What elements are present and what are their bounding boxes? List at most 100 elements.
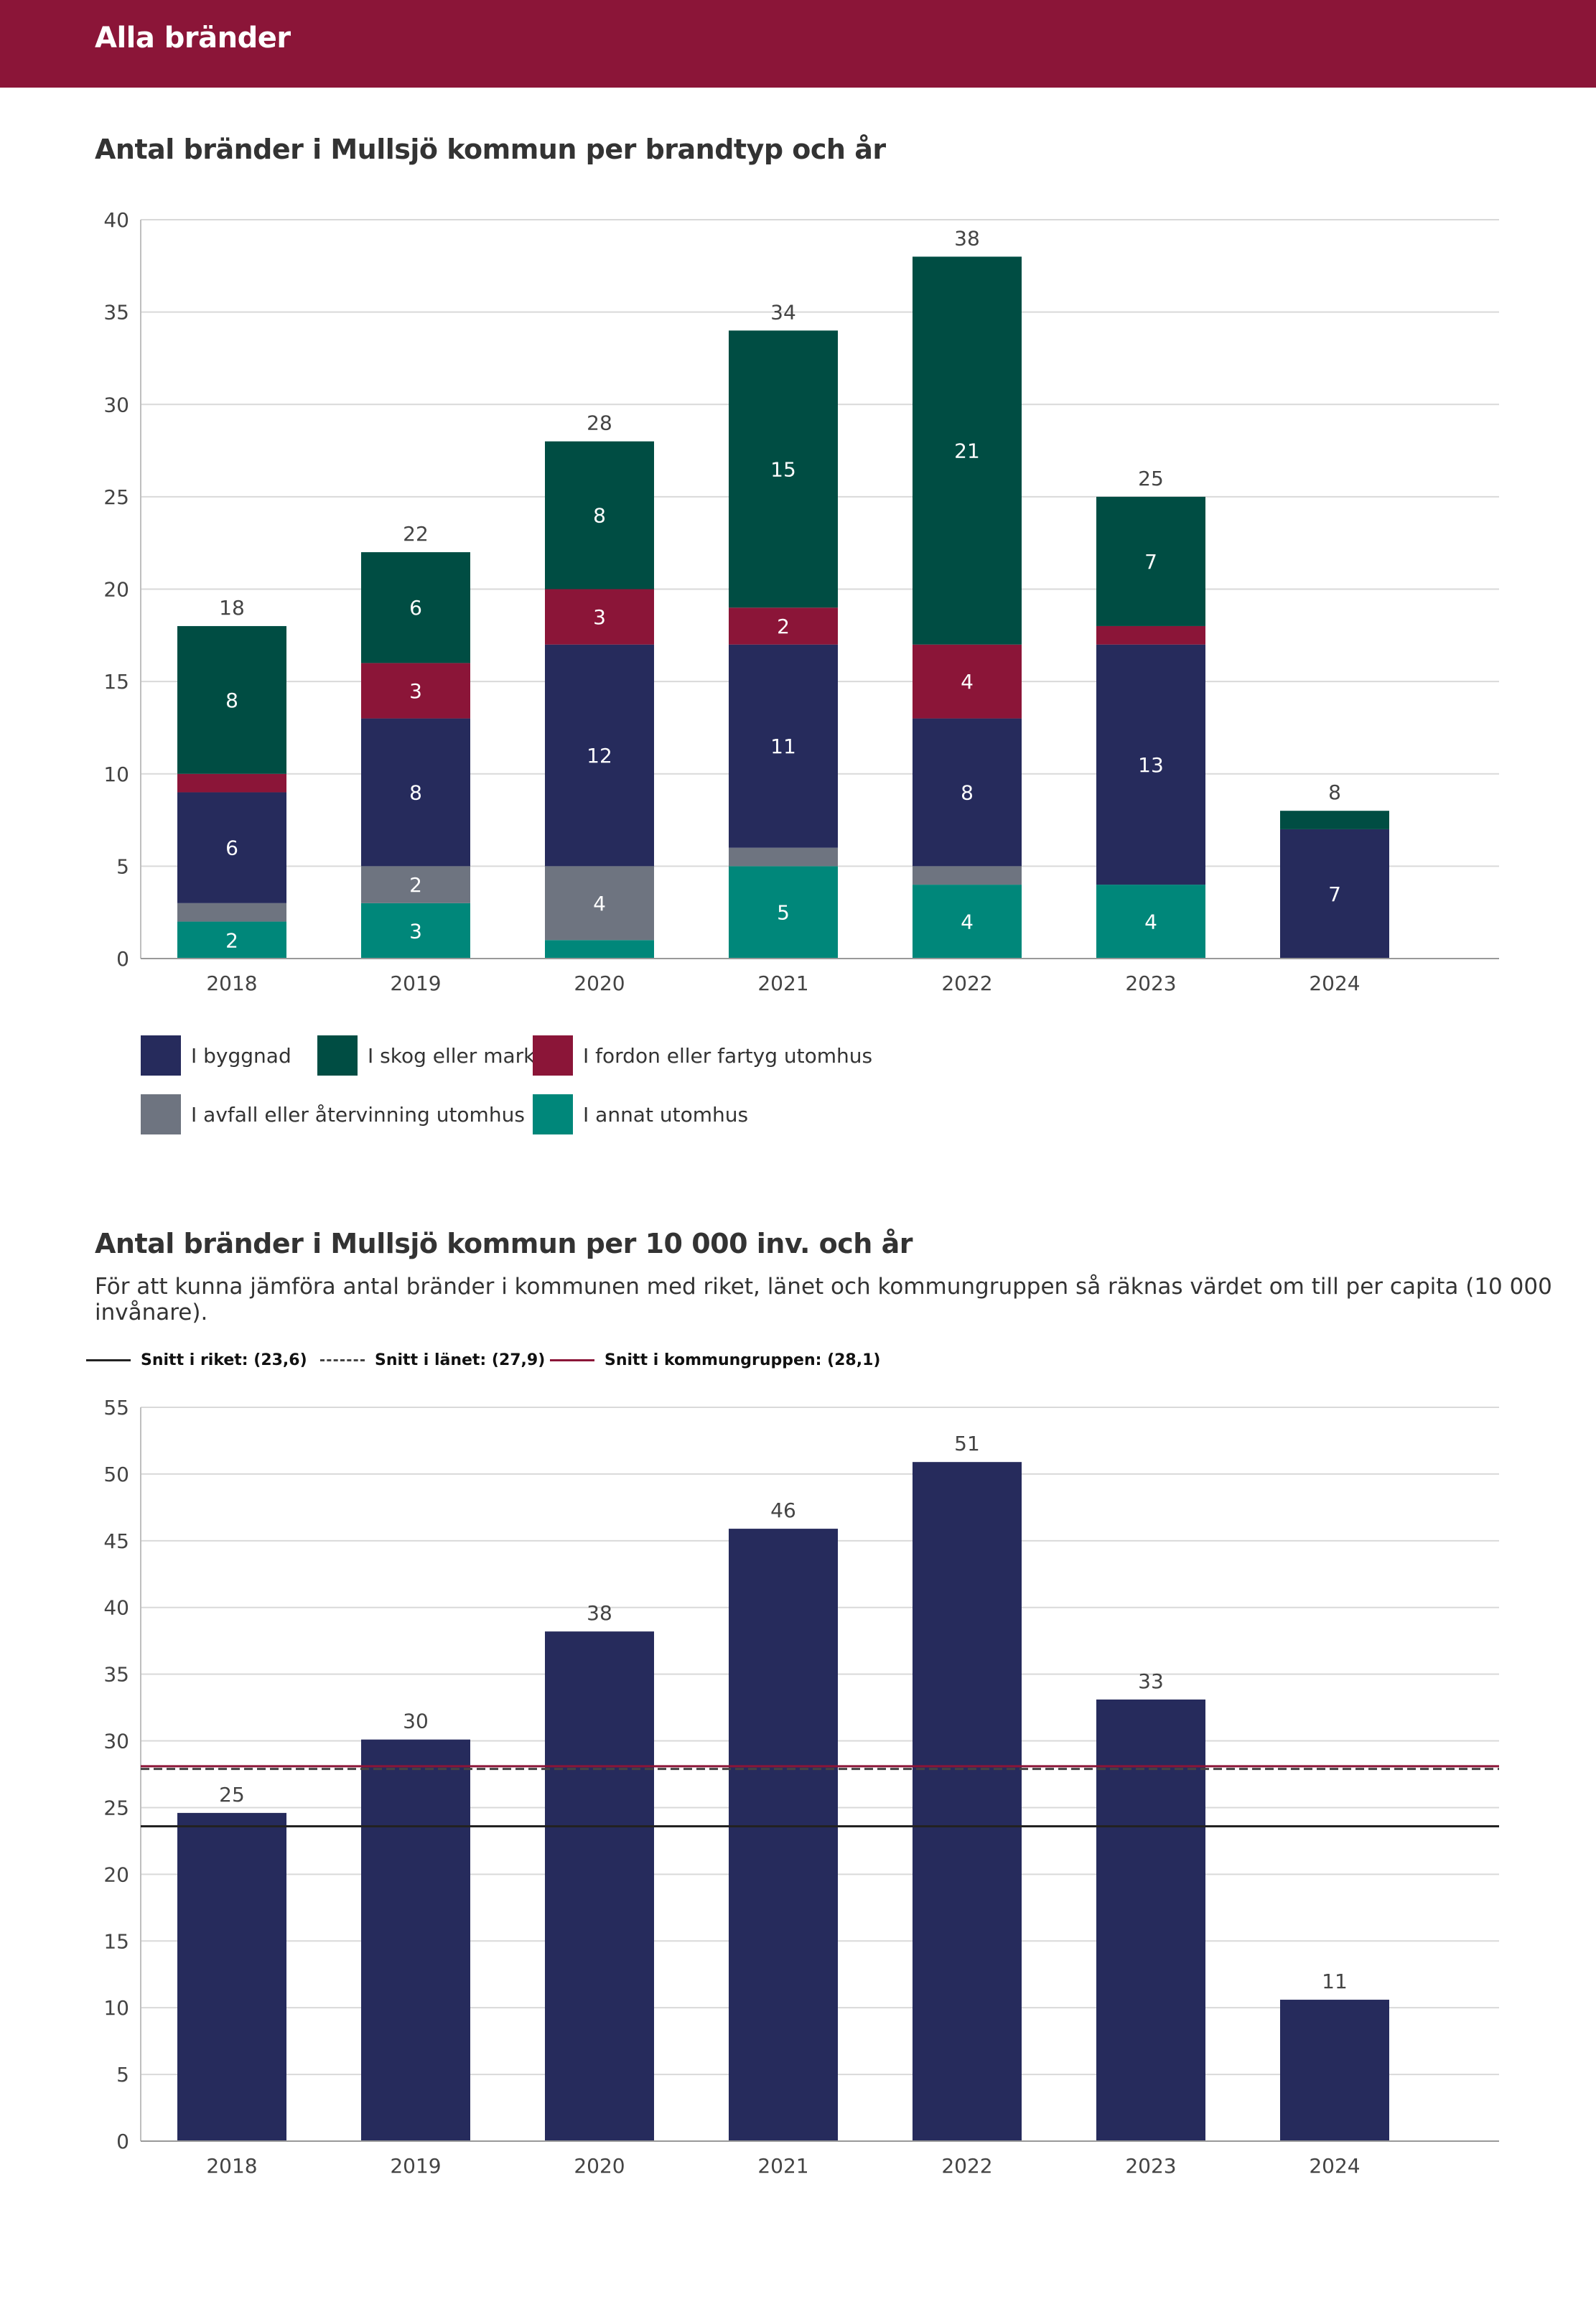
segment-label: 7 xyxy=(1328,882,1341,906)
bar xyxy=(177,1812,286,2141)
legend-item: I avfall eller återvinning utomhus xyxy=(141,1094,525,1134)
bar xyxy=(1096,1699,1205,2141)
x-tick-label: 2024 xyxy=(1309,2154,1360,2178)
x-tick-label: 2023 xyxy=(1125,971,1176,995)
y-tick-label: 5 xyxy=(116,854,129,878)
chart1-title: Antal bränder i Mullsjö kommun per brand… xyxy=(95,134,886,165)
bar-segment xyxy=(177,921,286,959)
reference-legend-item: Snitt i riket: (23,6) xyxy=(86,1351,307,1369)
chart2-title: Antal bränder i Mullsjö kommun per 10 00… xyxy=(95,1228,913,1259)
bar-segment xyxy=(913,885,1022,959)
segment-label: 8 xyxy=(409,780,422,804)
total-label: 38 xyxy=(954,226,980,250)
total-label: 8 xyxy=(1328,780,1341,804)
x-tick-label: 2022 xyxy=(941,2154,992,2178)
value-label: 25 xyxy=(219,1783,245,1807)
reference-legend-line xyxy=(550,1359,594,1361)
chart1-legend: I byggnad I skog eller mark I fordon eller… xyxy=(141,1035,1146,1136)
segment-label: 21 xyxy=(954,439,980,463)
y-tick-label: 30 xyxy=(103,393,129,416)
x-tick-label: 2019 xyxy=(390,2154,441,2178)
segment-label: 13 xyxy=(1138,753,1164,777)
x-tick-label: 2020 xyxy=(574,971,625,995)
bar-segment xyxy=(729,607,838,645)
y-tick-label: 25 xyxy=(103,485,129,509)
x-tick-label: 2018 xyxy=(206,971,257,995)
y-tick-label: 40 xyxy=(103,1596,129,1620)
y-tick-label: 10 xyxy=(103,1996,129,2020)
bar-segment xyxy=(913,866,1022,885)
x-tick-label: 2022 xyxy=(941,971,992,995)
value-label: 46 xyxy=(770,1499,796,1522)
total-label: 28 xyxy=(587,411,612,435)
legend-item: I skog eller mark xyxy=(317,1035,535,1076)
x-tick-label: 2021 xyxy=(757,2154,808,2178)
legend-label: I byggnad xyxy=(191,1043,291,1068)
segment-label: 2 xyxy=(409,873,422,897)
stacked-bar-chart: 0510152025303540268182018328362220194123… xyxy=(103,208,1499,995)
segment-label: 8 xyxy=(225,689,238,712)
x-tick-label: 2021 xyxy=(757,971,808,995)
legend-swatch xyxy=(533,1094,573,1134)
value-label: 30 xyxy=(403,1710,429,1733)
reference-legend-label: Snitt i kommungruppen: (28,1) xyxy=(605,1351,881,1369)
reference-legend-label: Snitt i länet: (27,9) xyxy=(375,1351,546,1369)
x-tick-label: 2019 xyxy=(390,971,441,995)
value-label: 51 xyxy=(954,1432,980,1455)
bar-segment xyxy=(913,644,1022,719)
y-tick-label: 35 xyxy=(103,1663,129,1687)
y-tick-label: 40 xyxy=(103,208,129,232)
total-label: 18 xyxy=(219,596,245,620)
value-label: 11 xyxy=(1322,1970,1348,1993)
x-tick-label: 2024 xyxy=(1309,971,1360,995)
page-title: Alla bränder xyxy=(95,22,291,55)
y-tick-label: 50 xyxy=(103,1463,129,1486)
per-capita-bar-chart: 0 5 10 15 20 25 30 35 40 45 50 55 25 2018 30 2019 38 2020… xyxy=(103,1396,1499,2178)
legend-item: I byggnad xyxy=(141,1035,291,1076)
segment-label: 4 xyxy=(593,892,606,915)
segment-label: 12 xyxy=(587,744,612,768)
x-tick-label: 2020 xyxy=(574,2154,625,2178)
legend-label: I avfall eller återvinning utomhus xyxy=(191,1102,525,1127)
y-tick-label: 0 xyxy=(116,2130,129,2153)
bar-segment xyxy=(545,589,654,645)
bar-segment xyxy=(1096,644,1205,885)
bar-segment xyxy=(729,644,838,848)
bar-segment xyxy=(729,847,838,867)
bar xyxy=(545,1631,654,2141)
segment-label: 2 xyxy=(777,615,790,638)
reference-legend-item: Snitt i länet: (27,9) xyxy=(320,1351,545,1369)
segment-label: 8 xyxy=(593,504,606,528)
segment-label: 3 xyxy=(409,679,422,703)
bar xyxy=(913,1462,1022,2141)
header-band: Alla bränder xyxy=(0,0,1596,88)
bar-segment xyxy=(545,866,654,941)
y-tick-label: 20 xyxy=(103,1863,129,1886)
bar-segment xyxy=(361,866,470,903)
bar-segment xyxy=(177,625,286,774)
bar-segment xyxy=(177,903,286,922)
bar-segment xyxy=(545,644,654,867)
y-tick-label: 15 xyxy=(103,1929,129,1953)
segment-label: 3 xyxy=(593,605,606,629)
reference-legend-label: Snitt i riket: (23,6) xyxy=(141,1351,307,1369)
y-tick-label: 35 xyxy=(103,301,129,325)
bar xyxy=(361,1739,470,2141)
legend-label: I skog eller mark xyxy=(368,1043,536,1068)
bar-segment xyxy=(729,330,838,608)
legend-swatch xyxy=(141,1094,181,1134)
bar-segment xyxy=(1280,829,1389,959)
reference-legend-item: Snitt i kommungruppen: (28,1) xyxy=(550,1351,880,1369)
bar-segment xyxy=(1096,625,1205,645)
reference-legend-line xyxy=(320,1359,365,1361)
y-tick-label: 25 xyxy=(103,1796,129,1819)
bar xyxy=(1280,2000,1389,2141)
legend-swatch xyxy=(141,1035,181,1076)
y-tick-label: 30 xyxy=(103,1730,129,1753)
legend-swatch xyxy=(317,1035,358,1076)
segment-label: 7 xyxy=(1144,550,1157,574)
y-tick-label: 45 xyxy=(103,1529,129,1553)
y-tick-label: 0 xyxy=(116,947,129,971)
bar-segment xyxy=(913,718,1022,867)
segment-label: 15 xyxy=(770,457,796,481)
